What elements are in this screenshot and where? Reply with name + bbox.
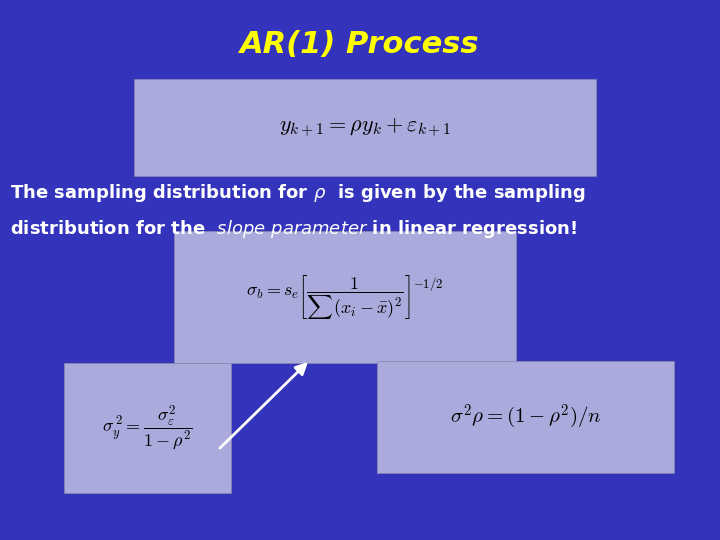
FancyBboxPatch shape	[174, 231, 516, 363]
Text: The sampling distribution for $\rho$  is given by the sampling: The sampling distribution for $\rho$ is …	[10, 182, 586, 204]
Text: $y_{k+1} = \rho y_k + \varepsilon_{k+1}$: $y_{k+1} = \rho y_k + \varepsilon_{k+1}$	[279, 116, 451, 139]
Text: $\sigma^2\rho = (1-\rho^2)/n$: $\sigma^2\rho = (1-\rho^2)/n$	[450, 403, 601, 431]
Text: AR(1) Process: AR(1) Process	[240, 30, 480, 59]
FancyBboxPatch shape	[134, 79, 596, 176]
Text: distribution for the  $\mathit{slope\ parameter}$ in linear regression!: distribution for the $\mathit{slope\ par…	[10, 218, 577, 240]
FancyBboxPatch shape	[64, 363, 231, 493]
Text: $\sigma_y^{\,2} = \dfrac{\sigma_\varepsilon^2}{1-\rho^2}$: $\sigma_y^{\,2} = \dfrac{\sigma_\varepsi…	[102, 404, 193, 453]
FancyBboxPatch shape	[377, 361, 674, 473]
Text: $\sigma_b = s_e\left[\dfrac{1}{\sum(x_i - \bar{x})^2}\right]^{-1/2}$: $\sigma_b = s_e\left[\dfrac{1}{\sum(x_i …	[246, 273, 444, 321]
